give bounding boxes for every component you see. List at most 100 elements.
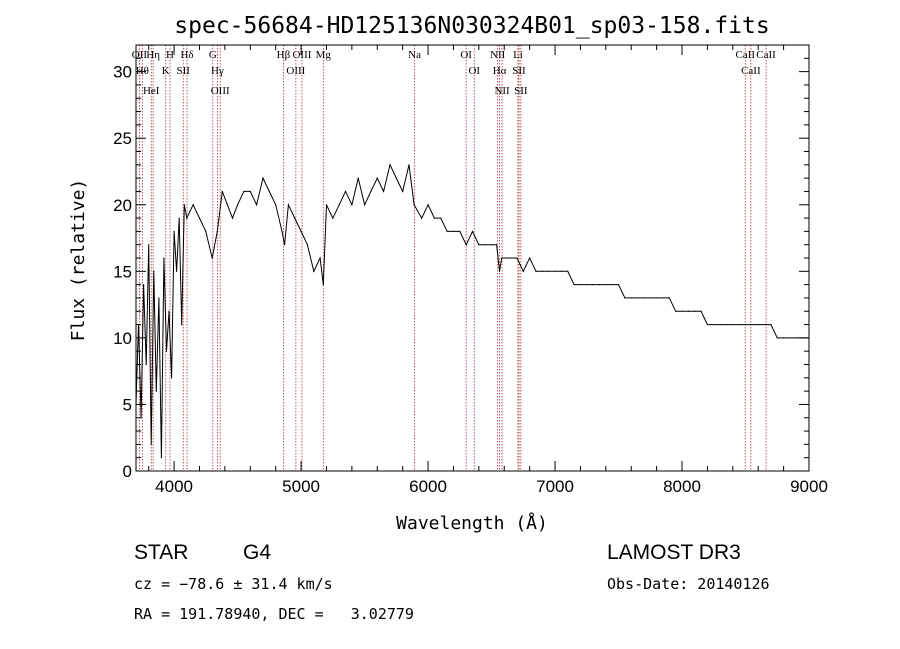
line-label-7: SII xyxy=(177,65,191,77)
data-point-0-110 xyxy=(725,323,728,326)
data-point-0-91 xyxy=(605,284,607,286)
data-point-0-12 xyxy=(165,350,168,352)
data-point-0-111 xyxy=(732,323,734,326)
data-point-0-89 xyxy=(592,284,594,286)
data-point-0-92 xyxy=(611,284,613,286)
data-point-0-49 xyxy=(351,204,353,206)
data-point-0-117 xyxy=(770,323,772,326)
data-point-0-78 xyxy=(522,270,524,272)
line-label-20: NII xyxy=(494,85,510,97)
data-point-0-52 xyxy=(370,190,372,193)
data-point-0-64 xyxy=(446,230,448,232)
data-point-0-84 xyxy=(560,270,562,272)
data-point-0-94 xyxy=(624,297,626,299)
data-point-0-22 xyxy=(198,217,201,219)
data-point-0-66 xyxy=(459,230,461,232)
data-point-0-56 xyxy=(395,177,397,179)
data-point-0-71 xyxy=(490,244,493,246)
data-point-0-31 xyxy=(249,190,251,193)
data-point-0-29 xyxy=(236,204,239,206)
y-tick-label-0: 0 xyxy=(123,462,132,481)
data-point-0-32 xyxy=(256,204,258,206)
data-point-0-11 xyxy=(163,257,165,259)
line-label-8: OIII xyxy=(211,85,230,97)
line-label-1: Hθ xyxy=(136,65,149,77)
line-markers xyxy=(139,45,767,471)
data-point-0-120 xyxy=(789,337,791,339)
x-tick-label-4: 8000 xyxy=(663,477,701,496)
line-label-18: Hα xyxy=(493,65,507,77)
data-point-0-80 xyxy=(535,270,537,272)
data-point-0-67 xyxy=(465,244,467,246)
data-point-0-77 xyxy=(516,257,518,259)
data-point-0-16 xyxy=(176,270,178,272)
data-point-0-53 xyxy=(376,177,378,179)
line-label-17: OI xyxy=(468,65,480,77)
data-point-0-9 xyxy=(158,297,160,299)
observation-date: Obs-Date: 20140126 xyxy=(607,575,770,593)
data-point-0-101 xyxy=(668,297,670,299)
data-point-0-82 xyxy=(548,270,550,272)
redshift-cz: cz = −78.6 ± 31.4 km/s xyxy=(134,575,333,593)
y-tick-label-1: 5 xyxy=(123,395,132,414)
line-label-0: OII xyxy=(132,49,148,61)
data-point-0-39 xyxy=(294,217,296,219)
x-tick-label-5: 9000 xyxy=(790,477,828,496)
line-label-6: Hδ xyxy=(180,49,193,61)
data-point-0-76 xyxy=(509,257,512,259)
y-tick-label-4: 20 xyxy=(113,196,132,215)
data-point-0-96 xyxy=(636,297,639,299)
y-axis-ticks: 0 5 10 15 20 25 30 xyxy=(113,57,809,481)
object-subclass: G4 xyxy=(243,541,271,564)
data-point-0-102 xyxy=(675,310,677,312)
data-point-0-4 xyxy=(145,363,147,366)
data-point-0-3 xyxy=(143,284,145,286)
line-label-4: K xyxy=(162,65,170,77)
data-point-0-7 xyxy=(153,270,155,272)
line-label-21: SII xyxy=(512,65,526,77)
data-point-0-115 xyxy=(757,323,759,326)
data-point-0-79 xyxy=(529,257,531,259)
data-point-0-118 xyxy=(776,337,778,339)
data-point-0-116 xyxy=(765,323,767,326)
x-axis-ticks: 4000 5000 6000 7000 8000 9000 xyxy=(148,45,828,496)
data-point-0-99 xyxy=(656,297,658,299)
data-point-0-81 xyxy=(541,270,543,272)
x-tick-label-1: 5000 xyxy=(282,477,320,496)
data-point-0-14 xyxy=(170,377,173,379)
data-point-0-75 xyxy=(506,257,508,259)
data-point-0-90 xyxy=(598,284,601,286)
data-point-0-108 xyxy=(713,323,715,326)
line-label-22: Li xyxy=(513,49,523,61)
data-point-0-26 xyxy=(221,190,223,193)
data-point-0-74 xyxy=(501,257,503,259)
data-point-0-6 xyxy=(150,443,152,445)
data-point-0-8 xyxy=(155,390,157,392)
data-point-0-27 xyxy=(226,204,229,206)
data-point-0-121 xyxy=(795,337,797,339)
data-point-0-25 xyxy=(216,230,218,232)
data-point-0-51 xyxy=(363,204,366,206)
data-point-0-70 xyxy=(484,244,486,246)
x-tick-label-3: 7000 xyxy=(536,477,574,496)
data-point-0-109 xyxy=(719,323,721,326)
y-tick-label-2: 10 xyxy=(113,329,132,348)
line-label-25: CaII xyxy=(741,65,761,77)
data-point-0-100 xyxy=(662,297,664,299)
line-label-9: Hγ xyxy=(211,65,224,77)
data-point-0-30 xyxy=(243,190,245,193)
data-point-0-40 xyxy=(300,230,302,232)
data-point-0-5 xyxy=(148,244,150,246)
data-point-0-48 xyxy=(344,190,347,193)
data-point-0-44 xyxy=(322,284,324,286)
data-point-0-28 xyxy=(231,217,234,219)
data-point-0-41 xyxy=(306,244,309,246)
x-tick-label-2: 6000 xyxy=(409,477,447,496)
object-class: STAR xyxy=(134,541,188,564)
data-point-0-105 xyxy=(694,310,696,312)
data-point-0-55 xyxy=(389,164,391,166)
data-point-0-59 xyxy=(413,204,415,206)
data-point-0-85 xyxy=(567,270,569,272)
x-tick-label-0: 4000 xyxy=(155,477,193,496)
